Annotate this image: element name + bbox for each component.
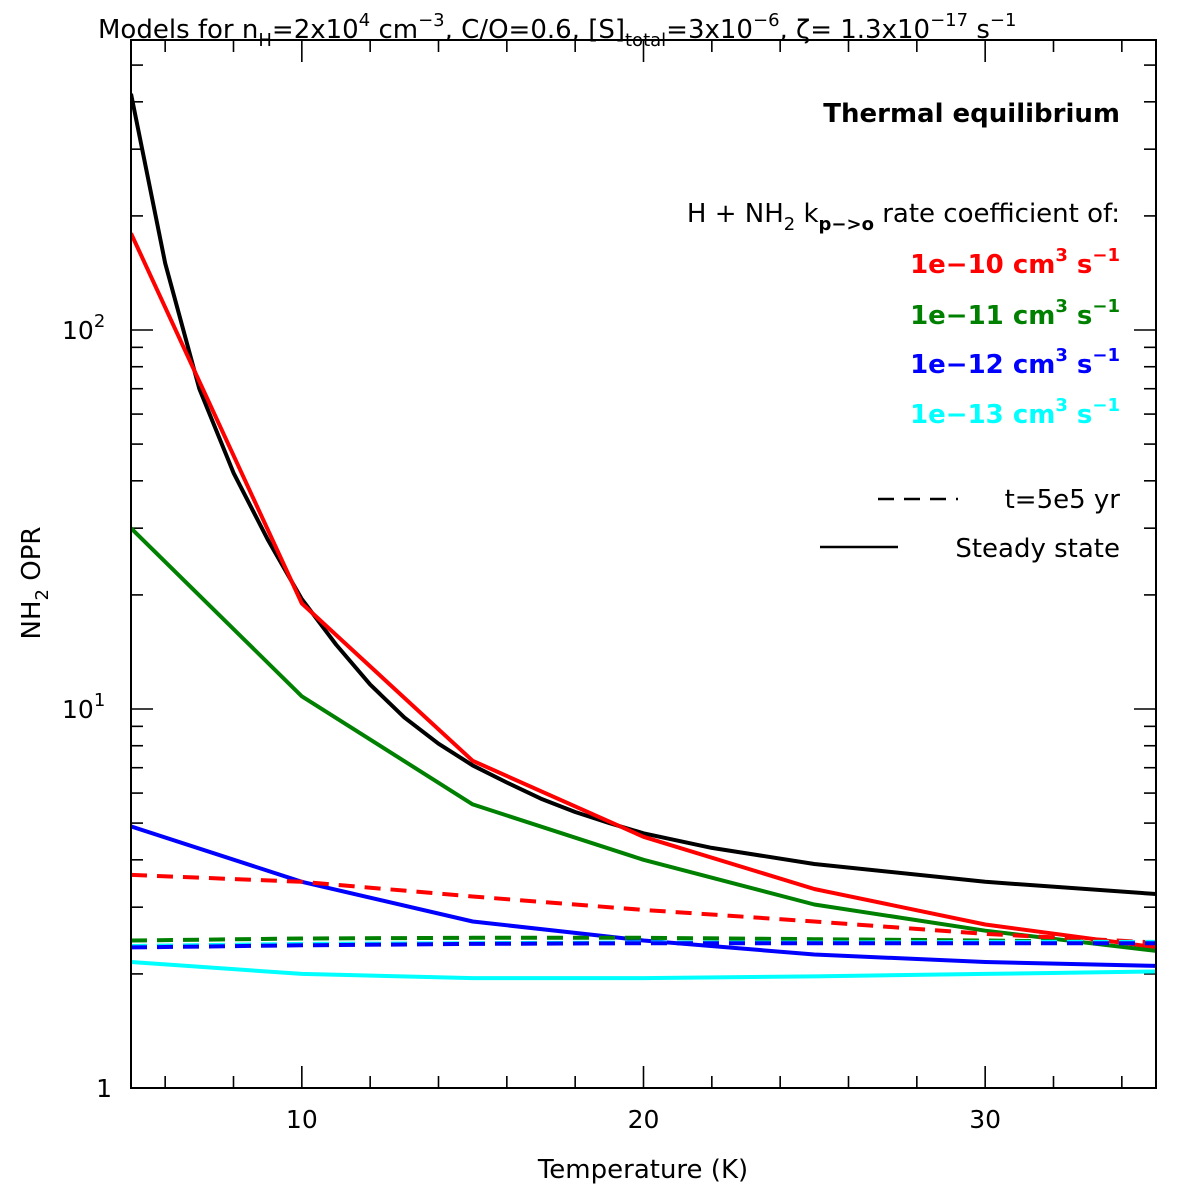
x-tick-label: 30 <box>969 1105 1001 1134</box>
chart-title: Models for nH=2x104 cm−3, C/O=0.6, [S]to… <box>98 10 1016 51</box>
legend-rate-sub2: 2 <box>784 214 795 235</box>
y-tick-label: 102 <box>62 311 105 345</box>
title-zeta-exp: −17 <box>930 10 968 31</box>
x-tick-label: 20 <box>628 1105 660 1134</box>
x-axis-label: Temperature (K) <box>537 1155 748 1185</box>
legend-rate-suffix: rate coefficient of: <box>874 199 1120 229</box>
legend-entry-unit: s <box>1068 400 1093 430</box>
legend-entry-unit: s <box>1068 350 1093 380</box>
legend-entry-unit: s <box>1068 301 1093 331</box>
legend-entry-label: 1e−10 cm <box>910 250 1055 280</box>
legend-entry-exp: 3 <box>1055 296 1068 317</box>
legend-entry-label: 1e−11 cm <box>910 301 1055 331</box>
legend-entry-1e-13: 1e−13 cm3 s−1 <box>910 395 1120 430</box>
legend-entry-exp: 3 <box>1055 245 1068 266</box>
axis-ticks <box>131 40 1156 1089</box>
title-s-exp: −6 <box>753 10 780 31</box>
series-line <box>131 935 1156 945</box>
y-axis-label-rest: OPR <box>17 527 47 589</box>
legend-entry-1e-11: 1e−11 cm3 s−1 <box>910 296 1120 331</box>
legend-entry-unit: s <box>1068 250 1093 280</box>
series-line <box>131 960 1156 981</box>
legend-rate-ksub: p−>o <box>819 214 874 235</box>
legend-solid-label: Steady state <box>955 534 1120 564</box>
legend: Thermal equilibrium H + NH2 kp−>o rate c… <box>687 99 1120 564</box>
legend-entry-label: 1e−12 cm <box>910 350 1055 380</box>
legend-entry-unit-exp: −1 <box>1092 345 1120 366</box>
legend-entry-1e-10: 1e−10 cm3 s−1 <box>910 245 1120 280</box>
legend-entry-1e-12: 1e−12 cm3 s−1 <box>910 345 1120 380</box>
legend-rate-k: k <box>795 199 818 229</box>
y-axis-label-main: NH <box>17 600 47 639</box>
series-layer <box>131 93 1156 981</box>
legend-entry-unit-exp: −1 <box>1092 245 1120 266</box>
y-tick-label: 1 <box>96 1074 112 1103</box>
plot-frame <box>130 39 1157 1089</box>
title-nh-unit-exp: −3 <box>418 10 445 31</box>
legend-entry-unit-exp: −1 <box>1092 296 1120 317</box>
series-line <box>131 872 1156 945</box>
legend-entry-unit-exp: −1 <box>1092 395 1120 416</box>
legend-rate-caption: H + NH2 kp−>o rate coefficient of: <box>687 199 1120 235</box>
y-tick-label: 101 <box>62 690 105 724</box>
series-line <box>131 232 1156 950</box>
x-tick-label: 10 <box>286 1105 318 1134</box>
legend-rate-prefix: H + NH <box>687 199 784 229</box>
y-axis-label: NH2 OPR <box>17 527 53 640</box>
series-line <box>131 941 1156 950</box>
series-line <box>131 93 1156 896</box>
y-axis-label-sub: 2 <box>32 589 53 600</box>
legend-entry-label: 1e−13 cm <box>910 400 1055 430</box>
legend-heading: Thermal equilibrium <box>823 99 1120 129</box>
legend-dashed-label: t=5e5 yr <box>1005 485 1121 515</box>
legend-entry-exp: 3 <box>1055 345 1068 366</box>
title-nh-exp: 4 <box>359 10 370 31</box>
title-zeta-unit: s <box>968 15 990 45</box>
legend-entry-exp: 3 <box>1055 395 1068 416</box>
title-zeta-unit-exp: −1 <box>990 10 1017 31</box>
series-line <box>131 526 1156 953</box>
tick-labels: 10 20 30 1 101 102 <box>62 311 1001 1134</box>
